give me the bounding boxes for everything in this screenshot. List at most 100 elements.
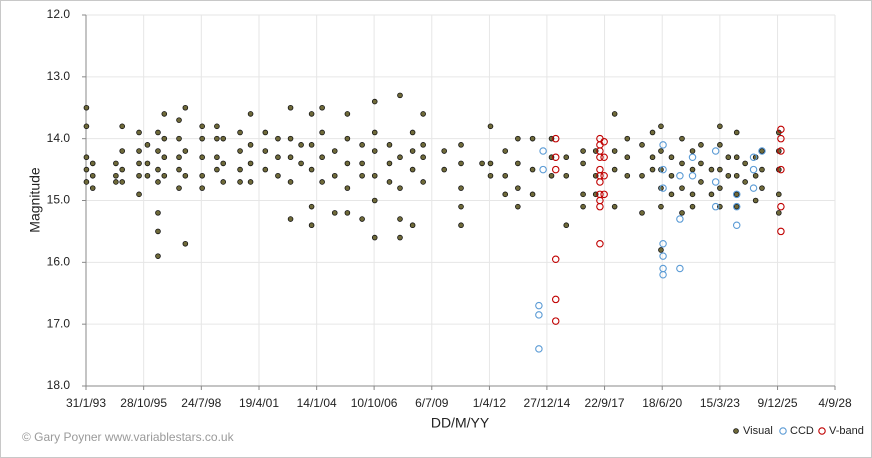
data-point <box>136 148 142 154</box>
data-point <box>515 135 521 142</box>
data-point <box>441 148 447 154</box>
data-point <box>344 111 351 117</box>
x-tick-label: 27/12/14 <box>524 396 571 410</box>
data-point <box>182 240 189 247</box>
data-point <box>397 154 403 161</box>
legend-marker <box>779 427 787 435</box>
data-point <box>199 185 205 191</box>
x-tick-label: 24/7/98 <box>181 396 221 410</box>
data-point <box>287 104 294 111</box>
data-point <box>397 185 403 191</box>
data-point <box>688 172 697 180</box>
data-point <box>600 138 608 146</box>
data-point <box>659 184 667 192</box>
data-point <box>319 154 325 161</box>
y-tick-label: 13.0 <box>47 69 71 83</box>
data-point <box>502 148 509 154</box>
x-tick-label: 18/6/20 <box>642 396 682 410</box>
data-point <box>777 147 785 155</box>
data-point <box>539 147 547 155</box>
data-point <box>659 252 667 260</box>
data-point <box>479 160 485 167</box>
data-point <box>777 125 785 134</box>
data-point <box>752 172 759 179</box>
data-point <box>776 210 782 216</box>
data-point <box>214 166 220 173</box>
data-point <box>161 172 168 179</box>
data-point <box>749 184 758 192</box>
data-point <box>237 166 243 173</box>
data-point <box>237 148 243 154</box>
y-tick-label: 15.0 <box>47 193 71 207</box>
data-point <box>220 179 227 185</box>
data-point <box>659 165 667 174</box>
data-point <box>308 222 315 229</box>
x-tick-label: 9/12/25 <box>758 396 798 410</box>
data-point <box>611 166 618 173</box>
data-point <box>698 160 704 167</box>
data-point <box>319 104 325 111</box>
data-point <box>777 165 785 174</box>
data-point <box>371 129 378 136</box>
data-point <box>176 117 182 123</box>
data-point <box>659 270 667 279</box>
data-point <box>237 129 243 136</box>
data-point <box>742 160 748 167</box>
data-point <box>331 172 338 179</box>
data-point <box>551 317 560 325</box>
data-point <box>596 240 604 248</box>
data-point <box>551 134 560 143</box>
data-point <box>275 154 281 161</box>
data-point <box>371 148 378 154</box>
data-point <box>247 111 254 117</box>
data-point <box>89 160 96 167</box>
data-point <box>611 148 618 154</box>
data-point <box>113 160 119 167</box>
data-point <box>725 154 732 161</box>
data-point <box>600 153 608 161</box>
data-point <box>732 221 741 229</box>
data-point <box>668 154 675 161</box>
data-point <box>535 345 543 353</box>
data-point <box>732 202 741 211</box>
data-point <box>144 142 151 148</box>
data-point <box>371 98 378 105</box>
data-point <box>331 148 338 154</box>
data-point <box>308 203 315 210</box>
data-point <box>679 210 685 216</box>
data-point <box>214 135 220 142</box>
data-point <box>262 166 269 173</box>
data-point <box>199 135 205 142</box>
data-point <box>113 172 119 179</box>
data-point <box>733 154 740 161</box>
data-point <box>759 148 765 154</box>
data-point <box>247 160 254 167</box>
data-point <box>199 172 205 179</box>
data-point <box>155 179 161 185</box>
data-point <box>776 191 782 198</box>
data-point <box>658 123 664 130</box>
data-point <box>199 154 205 161</box>
data-point <box>262 129 269 136</box>
data-point <box>502 172 509 179</box>
x-axis-label: DD/M/YY <box>431 415 490 431</box>
data-point <box>113 179 119 185</box>
data-point <box>458 222 464 229</box>
x-tick-label: 10/10/06 <box>351 396 398 410</box>
data-point <box>144 172 151 179</box>
data-point <box>658 247 664 253</box>
data-point <box>441 166 447 173</box>
data-point <box>275 135 281 142</box>
data-point <box>214 154 220 161</box>
data-point <box>83 104 90 111</box>
data-point <box>409 148 416 154</box>
data-point <box>136 160 142 167</box>
data-point <box>247 142 254 148</box>
data-point <box>596 178 604 186</box>
data-point <box>708 191 715 198</box>
data-point <box>580 191 586 198</box>
data-point <box>777 227 785 236</box>
data-point <box>287 154 294 161</box>
data-point <box>487 123 494 130</box>
